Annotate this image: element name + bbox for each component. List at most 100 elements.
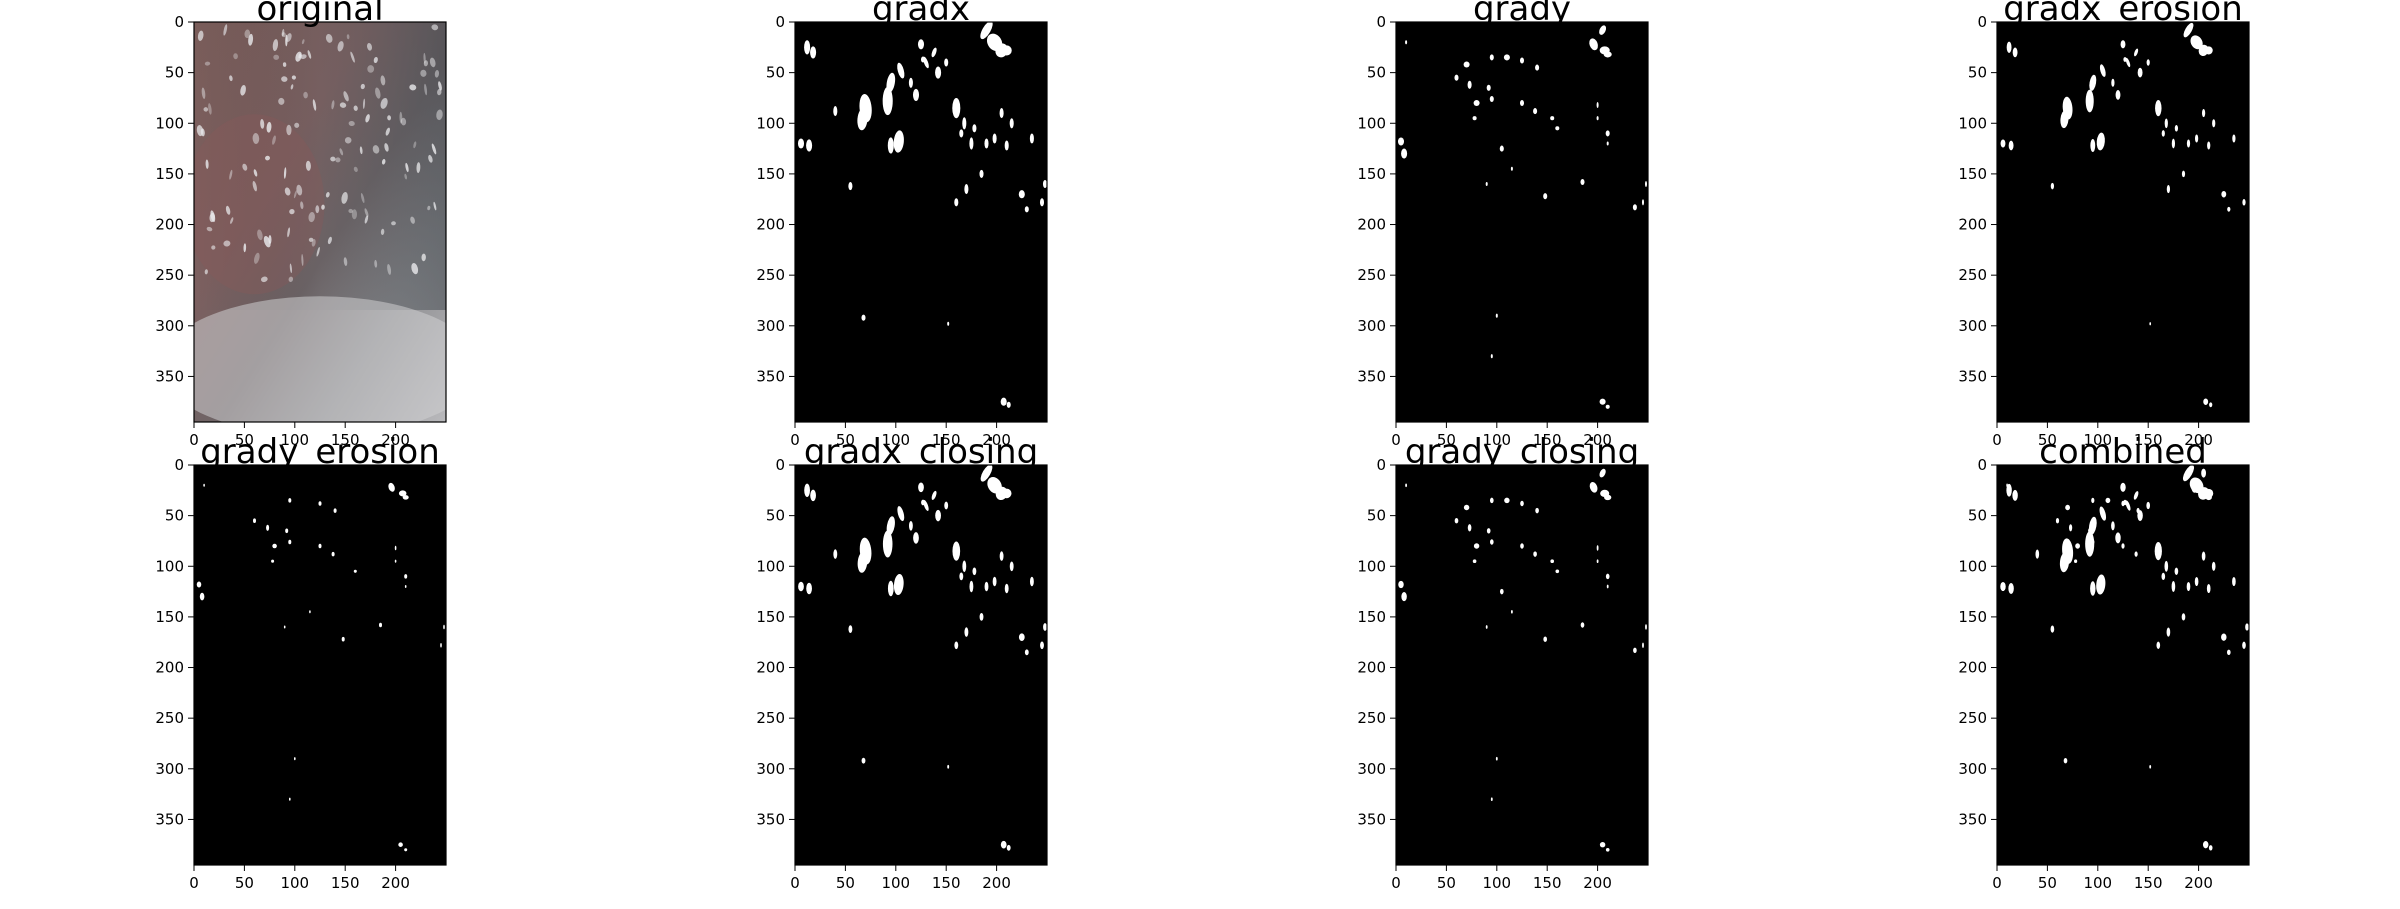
- panel-gradx: 0 50 100 150 200 0 50 100 150 200 250 300 350 gradx: [735, 0, 1077, 466]
- mask-blob: [1473, 543, 1480, 549]
- droplet: [295, 51, 302, 62]
- mask-blob: [893, 130, 904, 153]
- x-tick-label: 50: [1437, 431, 1456, 449]
- y-tick-label: 200: [756, 216, 785, 234]
- droplet: [229, 169, 233, 180]
- mask-blob: [1599, 25, 1607, 35]
- mask-blob: [2006, 41, 2012, 53]
- droplet: [337, 41, 344, 52]
- droplet: [283, 167, 287, 179]
- droplet: [197, 30, 204, 41]
- axes: 0 50 100 150 200 0 50 100 150 200 250 300 350: [1958, 13, 2250, 449]
- mask-blob: [952, 97, 961, 119]
- droplet: [409, 84, 417, 91]
- mask-blob: [893, 573, 904, 596]
- droplet: [348, 208, 353, 214]
- mask-blob: [2091, 497, 2095, 504]
- y-tick-label: 150: [756, 608, 785, 626]
- mask-blob: [1495, 313, 1498, 318]
- y-tick-label: 300: [756, 760, 785, 778]
- mask-blob: [921, 499, 925, 506]
- panel-grady-closing: 0 50 100 150 200 0 50 100 150 200 250 300 350 grady_c…: [1336, 435, 1678, 909]
- mask-blob: [2226, 649, 2231, 656]
- mask-background: [194, 465, 446, 865]
- mask-blob: [1644, 180, 1648, 188]
- mask-blob: [2050, 182, 2055, 190]
- axes-frame: [1996, 464, 2250, 866]
- droplet: [325, 33, 333, 43]
- mask-blob: [288, 539, 292, 545]
- mask-blob: [2096, 132, 2105, 151]
- mask-blob: [806, 582, 812, 595]
- mask-blob: [1555, 126, 1560, 131]
- droplet: [410, 216, 415, 224]
- droplet: [380, 228, 385, 235]
- mask-blob: [394, 545, 397, 551]
- mask-blob: [402, 495, 409, 500]
- x-tick-label: 100: [2083, 431, 2112, 449]
- mask-blob: [388, 482, 395, 492]
- y-tick-label: 50: [165, 507, 184, 525]
- mask-blob: [2212, 119, 2216, 128]
- y-tick-label: 100: [1357, 557, 1386, 575]
- mask-blob: [2074, 559, 2078, 563]
- droplet: [265, 155, 270, 161]
- mask-blob: [1633, 647, 1637, 654]
- droplet: [204, 61, 211, 66]
- mask-blob: [1454, 517, 1459, 524]
- x-tick-label: 100: [2083, 874, 2112, 892]
- mask-blob: [848, 182, 853, 191]
- mask-blob: [1405, 483, 1408, 488]
- mask-blob: [952, 541, 961, 561]
- droplet: [391, 221, 396, 226]
- mask-blob: [2090, 581, 2096, 596]
- droplet: [360, 83, 365, 90]
- mask-blob: [1490, 354, 1493, 359]
- mask-blob: [886, 72, 896, 93]
- x-tick-label: 200: [381, 431, 410, 449]
- mask-blob: [2181, 170, 2186, 178]
- mask-blob: [1486, 84, 1491, 91]
- x-tick-label: 200: [1583, 431, 1612, 449]
- droplet: [260, 276, 268, 283]
- mask-blob: [2091, 539, 2095, 545]
- mask-blob: [1018, 633, 1025, 642]
- mask-blob: [404, 848, 408, 852]
- x-tick-label: 100: [881, 431, 910, 449]
- droplet: [330, 156, 336, 162]
- mask-blob: [979, 169, 984, 178]
- x-tick-label: 0: [189, 431, 199, 449]
- droplet: [421, 253, 426, 262]
- x-tick-label: 50: [2038, 874, 2057, 892]
- droplet: [387, 263, 392, 275]
- mask-blob: [1042, 179, 1047, 189]
- mask-blob: [1641, 199, 1645, 206]
- y-tick-label: 150: [155, 608, 184, 626]
- x-tick-label: 150: [932, 431, 961, 449]
- mask-blob: [882, 86, 893, 116]
- mask-blob: [1603, 51, 1612, 58]
- mask-blob: [1001, 45, 1012, 56]
- mask-blob: [2137, 67, 2143, 78]
- photo-highlight: [194, 296, 446, 422]
- mask-blob: [2183, 22, 2194, 38]
- mask-blob: [2111, 521, 2115, 531]
- y-tick-label: 250: [1958, 709, 1987, 727]
- mask-blob: [1605, 847, 1610, 852]
- mask-blob: [2208, 845, 2213, 851]
- panel-title: gradx_closing: [803, 432, 1039, 472]
- mask-blob: [398, 490, 407, 497]
- droplet: [243, 243, 247, 253]
- mask-blob: [2194, 134, 2199, 143]
- axes-frame: [193, 21, 447, 423]
- y-tick-label: 200: [1357, 216, 1386, 234]
- droplet: [266, 121, 272, 133]
- panel-grady-erosion: 0 50 100 150 200 0 50 100 150 200 250 300 350 grady_e…: [134, 435, 476, 909]
- y-tick-label: 350: [756, 810, 785, 828]
- mask-blob: [2207, 141, 2211, 150]
- mask-blob: [1000, 840, 1007, 849]
- mask-blob: [1580, 178, 1585, 186]
- panel-title: gradx: [871, 0, 971, 29]
- droplet: [351, 209, 358, 220]
